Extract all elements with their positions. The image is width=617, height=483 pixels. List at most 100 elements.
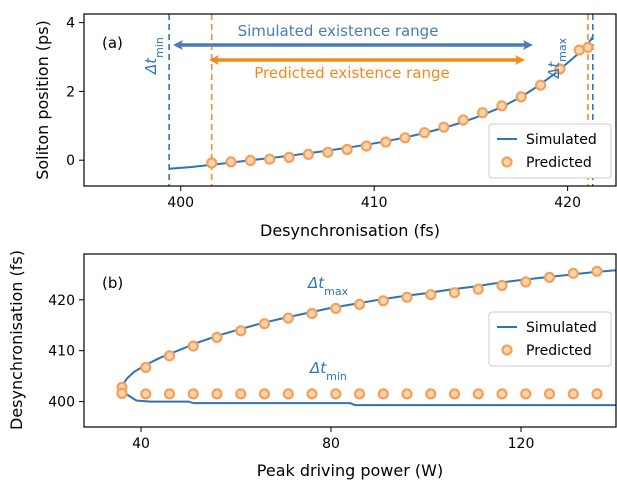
panel-b-x-axis-label: Peak driving power (W) <box>257 461 443 480</box>
predicted-dt-min-point <box>116 387 128 399</box>
panel-a-x-axis-label: Desynchronisation (fs) <box>260 221 440 240</box>
predicted-dt-min-point <box>472 388 484 400</box>
predicted-point <box>206 157 218 169</box>
predicted-dt-min-point <box>330 388 342 400</box>
predicted-dt-min-point <box>306 388 318 400</box>
predicted-dt-max-point <box>330 302 342 314</box>
predicted-point <box>457 114 469 126</box>
predicted-dt-max-point <box>425 289 437 301</box>
panel-b-y-tick-label: 400 <box>48 395 75 411</box>
predicted-dt-max-point <box>235 325 247 337</box>
predicted-dt-max-point <box>211 331 223 343</box>
panel-b-legend-predicted-swatch <box>501 344 513 356</box>
predicted-point <box>476 107 489 119</box>
panel-a-dt-min-label: Δtmin <box>142 37 166 75</box>
panel-a-legend-frame <box>488 123 612 179</box>
predicted-point <box>341 143 353 156</box>
panel-a-x-tick-label: 420 <box>554 195 581 211</box>
panel-a-label: (a) <box>102 34 123 52</box>
panel-a-y-tick-label: 0 <box>66 153 75 169</box>
panel-b-x-tick-label: 40 <box>132 436 150 452</box>
panel-a-legend: Simulated Predicted <box>488 123 612 179</box>
predicted-point <box>554 63 566 75</box>
predicted-dt-min-point <box>163 388 176 400</box>
panel-b: 40 80 120 400 410 420 (b) Δtmax Δtmin Simulat… <box>7 250 617 480</box>
panel-b-x-tick-label: 80 <box>322 436 340 452</box>
panel-b-label: (b) <box>102 274 123 292</box>
predicted-dt-max-point <box>282 312 294 324</box>
panel-a-x-tick-label: 410 <box>361 195 388 211</box>
predicted-point <box>534 79 547 91</box>
predicted-dt-max-point <box>140 361 152 374</box>
predicted-dt-max-point <box>567 267 579 279</box>
predicted-dt-min-point <box>496 388 508 400</box>
predicted-dt-max-point <box>163 350 176 362</box>
panel-a-axes-frame <box>83 13 617 187</box>
predicted-dt-min-point <box>401 388 413 400</box>
panel-a-plot-area <box>168 14 594 186</box>
panel-b-dt-min-label: Δtmin <box>309 359 347 383</box>
predicted-range-label: Predicted existence range <box>254 64 449 82</box>
predicted-dt-max-point <box>306 307 318 320</box>
predicted-dt-max-point <box>187 340 199 352</box>
predicted-dt-max-point <box>496 279 508 292</box>
simulated-range-label: Simulated existence range <box>238 22 439 40</box>
panel-a-legend-predicted-label: Predicted <box>526 155 592 171</box>
predicted-dt-min-point <box>353 388 366 400</box>
predicted-dt-min-point <box>258 388 271 400</box>
predicted-point <box>244 154 256 167</box>
panel-b-legend-predicted-label: Predicted <box>526 343 592 359</box>
predicted-point <box>496 100 508 112</box>
predicted-dt-max-point <box>472 283 484 295</box>
predicted-dt-min-point <box>187 388 199 400</box>
predicted-point <box>380 136 392 148</box>
predicted-dt-min-point <box>543 388 556 400</box>
panel-a-dt-max-label: Δtmax <box>545 37 569 79</box>
panel-b-plot-area <box>116 265 617 407</box>
predicted-dt-max-point <box>543 271 556 283</box>
panel-a-y-tick-label: 4 <box>66 16 75 32</box>
panel-b-x-tick-label: 120 <box>508 436 535 452</box>
predicted-dt-min-point <box>282 388 294 400</box>
panel-a-x-tick-label: 400 <box>167 195 194 211</box>
predicted-dt-min-point <box>140 388 152 400</box>
panel-a-legend-simulated-label: Simulated <box>526 132 597 148</box>
predicted-dt-max-point <box>448 287 461 299</box>
panel-a-y-axis-label: Soliton position (ps) <box>33 20 52 180</box>
predicted-dt-min-point <box>235 388 247 400</box>
predicted-point <box>582 41 594 54</box>
predicted-point <box>283 151 295 163</box>
predicted-dt-max-point <box>258 318 271 330</box>
predicted-dt-min-point <box>567 388 579 400</box>
predicted-point <box>438 121 450 133</box>
panel-a: 400 410 420 0 2 4 (a) Simulated existence ran… <box>33 13 617 240</box>
predicted-dt-min-point <box>448 388 461 400</box>
predicted-point <box>264 153 276 165</box>
predicted-dt-min-point <box>377 388 389 400</box>
panel-b-y-tick-label: 410 <box>48 344 75 360</box>
panel-b-legend-simulated-label: Simulated <box>526 320 597 336</box>
predicted-point <box>322 146 334 158</box>
panel-b-y-axis-label: Desynchronisation (fs) <box>7 250 26 430</box>
predicted-dt-max-point <box>353 298 366 310</box>
predicted-dt-max-point <box>401 291 413 303</box>
predicted-dt-max-point <box>377 295 389 307</box>
predicted-dt-max-point <box>520 276 532 288</box>
predicted-point <box>302 148 314 160</box>
panel-b-axes-frame <box>83 253 617 428</box>
predicted-dt-max-point <box>591 265 603 277</box>
predicted-point <box>360 140 372 152</box>
panel-b-legend-frame <box>488 311 612 367</box>
predicted-dt-min-point <box>520 388 532 400</box>
predicted-point <box>399 132 411 144</box>
panel-b-y-tick-label: 420 <box>48 293 75 309</box>
predicted-dt-min-point <box>591 388 603 400</box>
panel-a-legend-predicted-swatch <box>501 156 513 168</box>
predicted-dt-min-point <box>425 388 437 400</box>
panel-a-ticks: 400 410 420 0 2 4 <box>66 16 581 211</box>
panel-a-y-tick-label: 2 <box>66 84 75 100</box>
panel-b-dt-max-label: Δtmax <box>307 274 349 298</box>
panel-b-ticks: 40 80 120 400 410 420 <box>48 293 534 452</box>
predicted-point <box>515 91 527 103</box>
